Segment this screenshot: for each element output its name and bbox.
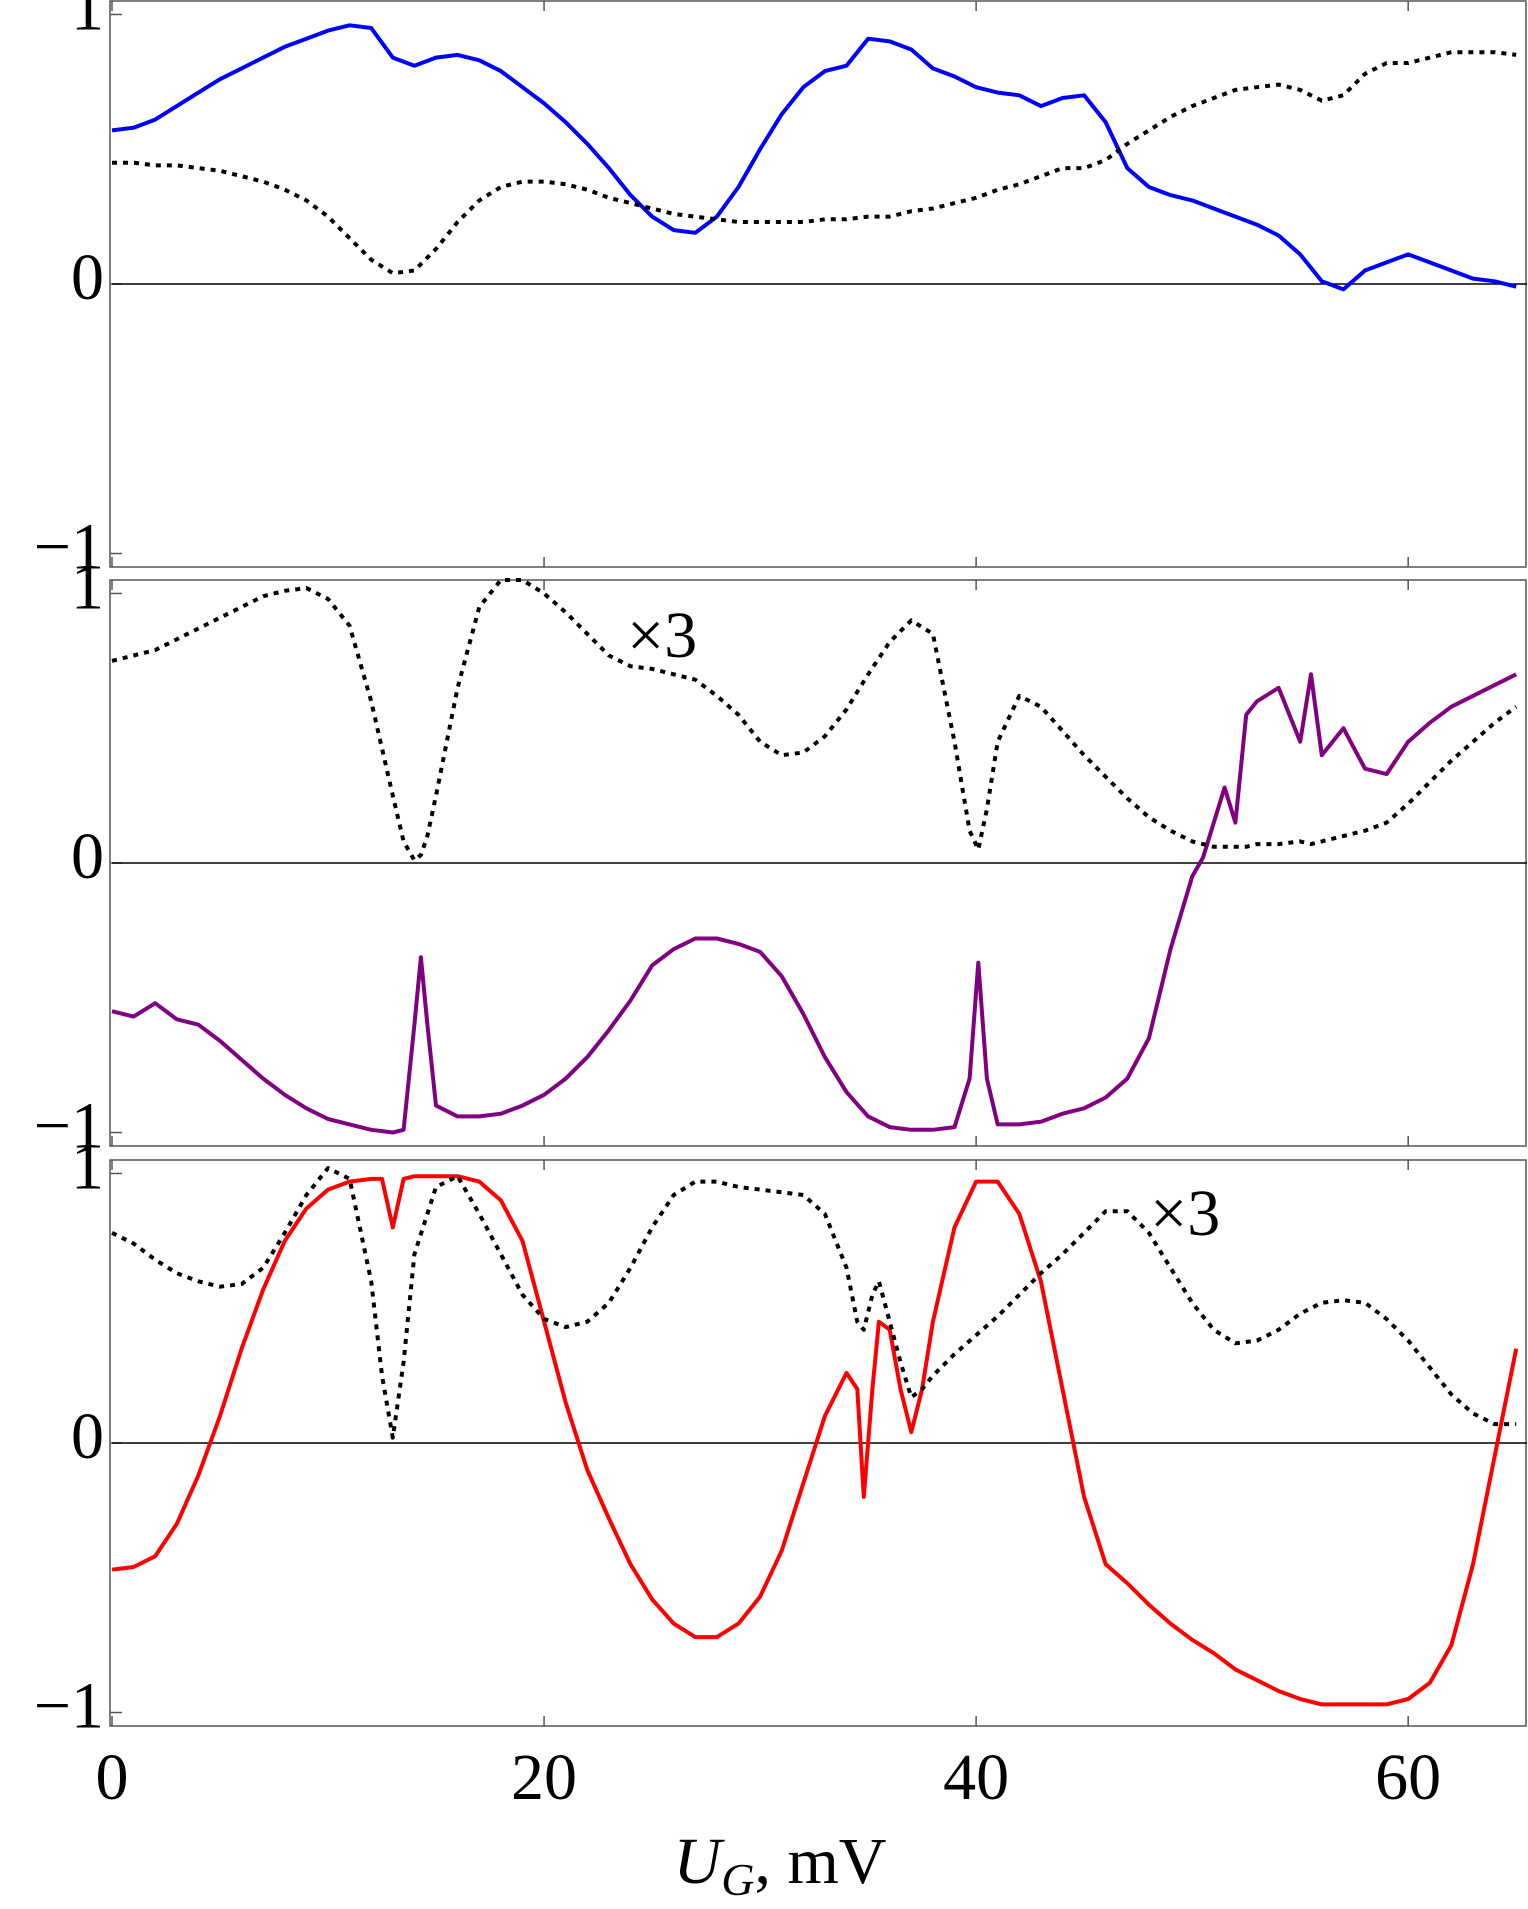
y-tick-label: 1 <box>71 551 104 624</box>
line <box>111 672 1518 1135</box>
y-tick-label: 0 <box>71 241 104 314</box>
x-label-subscript: G <box>721 1854 754 1905</box>
annotation: ×3 <box>1150 1177 1220 1250</box>
dotted-line <box>111 1166 1517 1440</box>
line <box>111 1174 1519 1707</box>
panel: −1 0 1 <box>34 0 1527 584</box>
dotted-line <box>112 50 1517 276</box>
y-tick-label: 0 <box>71 820 104 893</box>
y-tick-label: 1 <box>71 0 104 45</box>
x-tick-label: 20 <box>511 1741 577 1814</box>
x-label-unit: , mV <box>754 1825 886 1898</box>
y-tick-label: −1 <box>34 511 104 584</box>
x-label-symbol: U <box>674 1825 726 1898</box>
x-tick-label: 40 <box>943 1741 1009 1814</box>
y-tick-label: −1 <box>34 1090 104 1163</box>
x-axis-label: UG, mV <box>674 1825 887 1904</box>
y-tick-label: 0 <box>71 1400 104 1473</box>
y-tick-label: 1 <box>71 1131 104 1204</box>
annotation: ×3 <box>627 599 697 672</box>
line <box>111 23 1517 292</box>
panel: −1 0 1 ×3 <box>34 551 1527 1163</box>
y-tick-label: −1 <box>34 1670 104 1743</box>
x-tick-label: 0 <box>96 1741 129 1814</box>
dotted-line <box>111 578 1518 863</box>
x-tick-label: 60 <box>1375 1741 1441 1814</box>
